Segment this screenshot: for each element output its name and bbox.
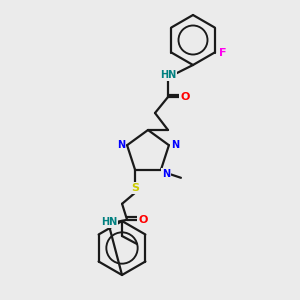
Text: O: O xyxy=(180,92,190,102)
Text: N: N xyxy=(162,169,170,179)
Text: O: O xyxy=(138,215,148,225)
Text: F: F xyxy=(219,47,226,58)
Text: S: S xyxy=(131,183,139,193)
Text: HN: HN xyxy=(160,70,176,80)
Text: N: N xyxy=(171,140,179,150)
Text: HN: HN xyxy=(101,217,117,227)
Text: N: N xyxy=(117,140,125,150)
